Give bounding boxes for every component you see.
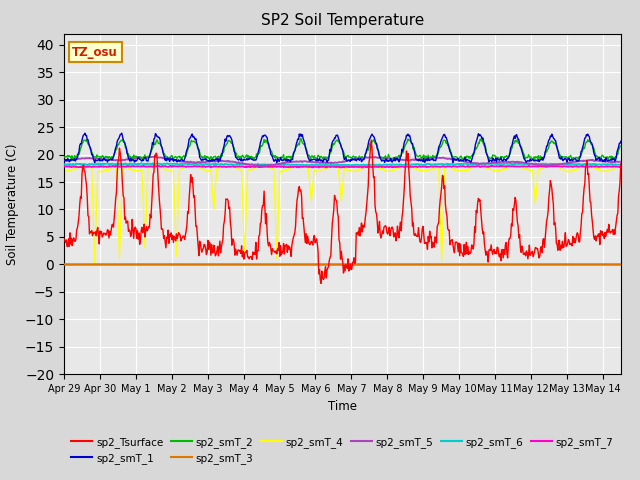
Legend: sp2_Tsurface, sp2_smT_1, sp2_smT_2, sp2_smT_3, sp2_smT_4, sp2_smT_5, sp2_smT_6, : sp2_Tsurface, sp2_smT_1, sp2_smT_2, sp2_… (67, 432, 618, 468)
Y-axis label: Soil Temperature (C): Soil Temperature (C) (6, 143, 19, 265)
Text: TZ_osu: TZ_osu (72, 46, 118, 59)
Title: SP2 Soil Temperature: SP2 Soil Temperature (260, 13, 424, 28)
X-axis label: Time: Time (328, 400, 357, 413)
